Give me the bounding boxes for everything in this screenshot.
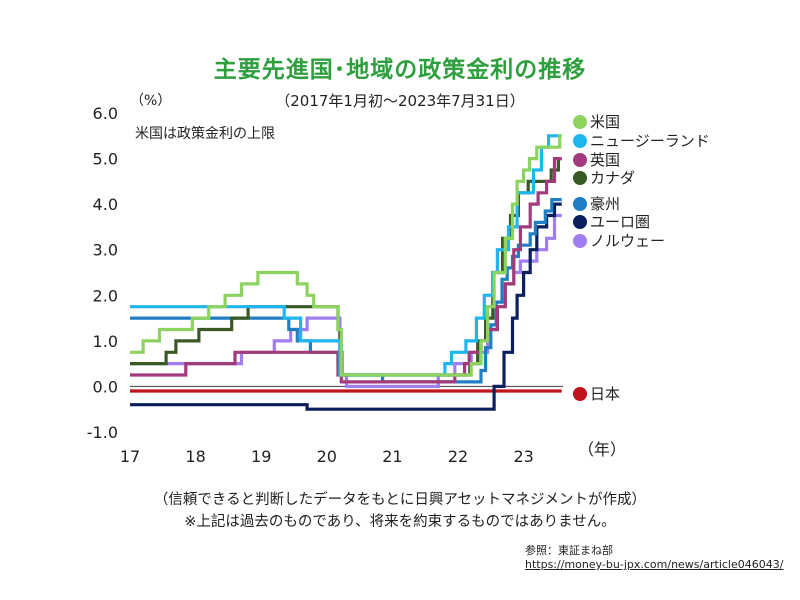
legend-item: 豪州	[573, 195, 620, 213]
series-line-米国	[130, 134, 562, 377]
x-axis-unit: （年）	[578, 440, 626, 459]
legend-item: ノルウェー	[573, 232, 665, 250]
source-note: （信頼できると判断したデータをもとに日興アセットマネジメントが作成）	[153, 492, 647, 508]
y-tick-label: 5.0	[93, 150, 118, 169]
reference-link[interactable]: https://money-bu-jpx.com/news/article046…	[525, 558, 784, 571]
x-tick-label: 18	[185, 447, 205, 466]
y-axis-ticks: 6.0 5.0 4.0 3.0 2.0 1.0 0.0 -1.0	[87, 104, 118, 442]
legend-item: 日本	[573, 385, 620, 403]
x-tick-label: 20	[317, 447, 337, 466]
legend-label: 米国	[590, 113, 620, 131]
legend-marker	[573, 115, 587, 129]
series-lines	[130, 134, 562, 411]
y-tick-label: 2.0	[93, 286, 118, 305]
legend-label: 英国	[590, 151, 620, 169]
legend-item: 米国	[573, 113, 620, 131]
legend-item: ニュージーランド	[573, 132, 710, 150]
x-tick-label: 22	[448, 447, 468, 466]
x-tick-label: 19	[251, 447, 271, 466]
legend-marker	[573, 197, 587, 211]
legend-item: カナダ	[573, 169, 635, 187]
chart-title: 主要先進国･地域の政策金利の推移	[213, 57, 587, 83]
series-line-ニュージーランド	[130, 134, 562, 377]
y-tick-label: -1.0	[87, 423, 118, 442]
y-axis-unit: （%）	[130, 93, 172, 109]
legend-marker	[573, 171, 587, 185]
x-tick-label: 17	[120, 447, 140, 466]
legend-label: ノルウェー	[590, 232, 665, 250]
series-line-豪州	[130, 198, 562, 384]
legend-marker	[573, 215, 587, 229]
y-tick-label: 6.0	[93, 104, 118, 123]
legend-item: 英国	[573, 151, 620, 169]
y-tick-label: 1.0	[93, 332, 118, 351]
legend-item: ユーロ圏	[573, 213, 650, 231]
chart-subtitle: （2017年1月初～2023年7月31日）	[275, 92, 525, 110]
legend-label: ニュージーランド	[590, 132, 710, 150]
legend-label: カナダ	[590, 169, 635, 187]
legend-label: 豪州	[590, 195, 620, 213]
x-tick-label: 23	[513, 447, 533, 466]
chart-note: 米国は政策金利の上限	[135, 126, 275, 142]
y-tick-label: 3.0	[93, 241, 118, 260]
legend-label: ユーロ圏	[590, 213, 650, 231]
y-tick-label: 0.0	[93, 377, 118, 396]
legend-marker	[573, 234, 587, 248]
legend-label: 日本	[590, 385, 620, 403]
y-tick-label: 4.0	[93, 195, 118, 214]
reference-label: 参照：東証まね部	[525, 544, 613, 557]
x-axis-ticks: 17 18 19 20 21 22 23	[120, 447, 534, 466]
legend-marker	[573, 387, 587, 401]
legend-marker	[573, 134, 587, 148]
legend-marker	[573, 153, 587, 167]
disclaimer: ※上記は過去のものであり、将来を約束するものではありません。	[184, 514, 616, 530]
x-tick-label: 21	[382, 447, 402, 466]
